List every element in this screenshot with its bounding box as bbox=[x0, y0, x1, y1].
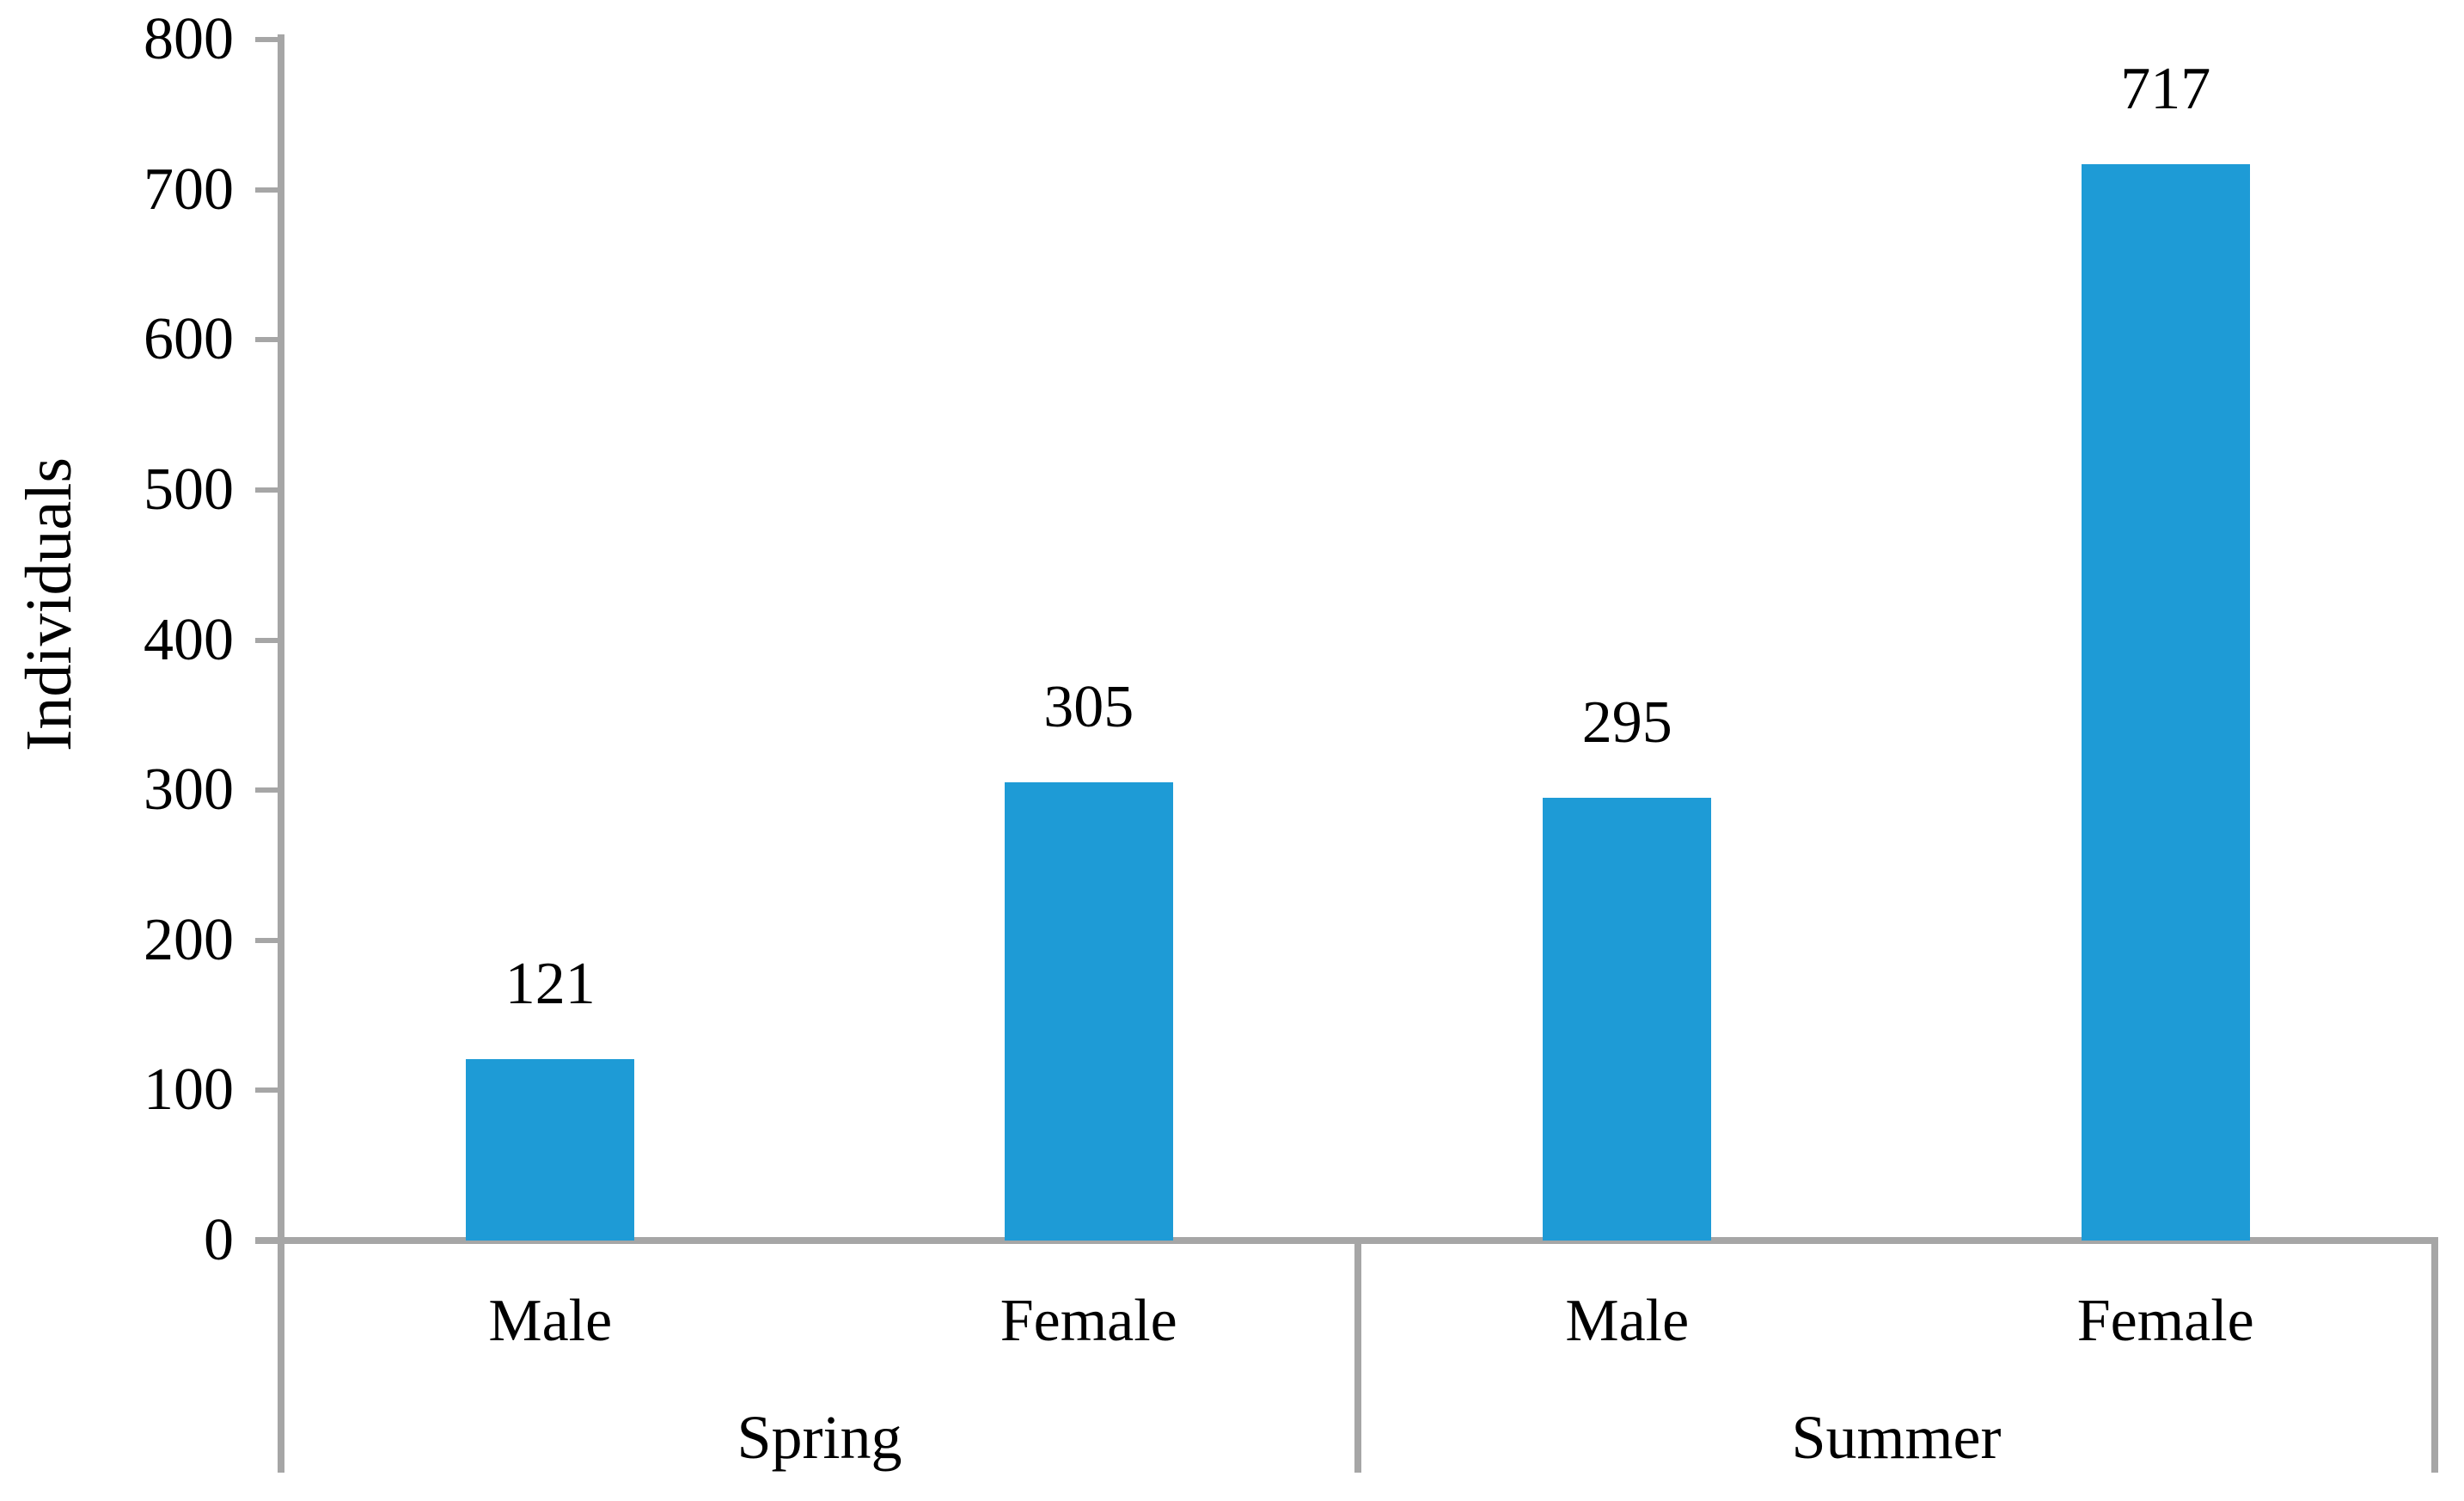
group-divider-line bbox=[1354, 1241, 1361, 1473]
y-tick-label: 800 bbox=[144, 6, 234, 72]
bar bbox=[1543, 797, 1712, 1241]
y-tick-mark bbox=[255, 187, 278, 193]
bar-value-label: 295 bbox=[1581, 689, 1672, 756]
category-label: Male bbox=[488, 1288, 613, 1354]
y-tick-mark bbox=[255, 1238, 278, 1243]
y-tick-label: 500 bbox=[144, 456, 234, 523]
y-tick-mark bbox=[255, 1087, 278, 1094]
group-label: Spring bbox=[737, 1403, 902, 1472]
bar-value-label: 121 bbox=[504, 950, 596, 1017]
bar bbox=[1004, 782, 1173, 1241]
y-tick-mark bbox=[255, 937, 278, 943]
category-label: Male bbox=[1565, 1288, 1690, 1354]
y-tick-label: 200 bbox=[144, 906, 234, 973]
y-axis-line bbox=[278, 34, 284, 1473]
y-tick-mark bbox=[255, 487, 278, 493]
group-label: Summer bbox=[1791, 1403, 2002, 1472]
y-tick-mark bbox=[255, 787, 278, 793]
y-tick-label: 300 bbox=[144, 757, 234, 824]
category-label: Female bbox=[2076, 1288, 2254, 1354]
y-tick-mark bbox=[255, 637, 278, 643]
category-label: Female bbox=[1000, 1288, 1177, 1354]
bar-value-label: 305 bbox=[1043, 674, 1134, 741]
y-tick-label: 600 bbox=[144, 306, 234, 373]
x-axis-line bbox=[255, 1237, 2438, 1244]
y-tick-mark bbox=[255, 337, 278, 343]
bar-value-label: 717 bbox=[2120, 55, 2211, 122]
plot-right-border-line bbox=[2431, 1241, 2438, 1473]
y-tick-label: 0 bbox=[204, 1207, 234, 1273]
y-tick-label: 100 bbox=[144, 1057, 234, 1124]
y-tick-mark bbox=[255, 37, 278, 42]
y-tick-label: 400 bbox=[144, 606, 234, 673]
bar bbox=[466, 1058, 635, 1241]
bar bbox=[2081, 163, 2250, 1241]
y-tick-label: 700 bbox=[144, 156, 234, 223]
